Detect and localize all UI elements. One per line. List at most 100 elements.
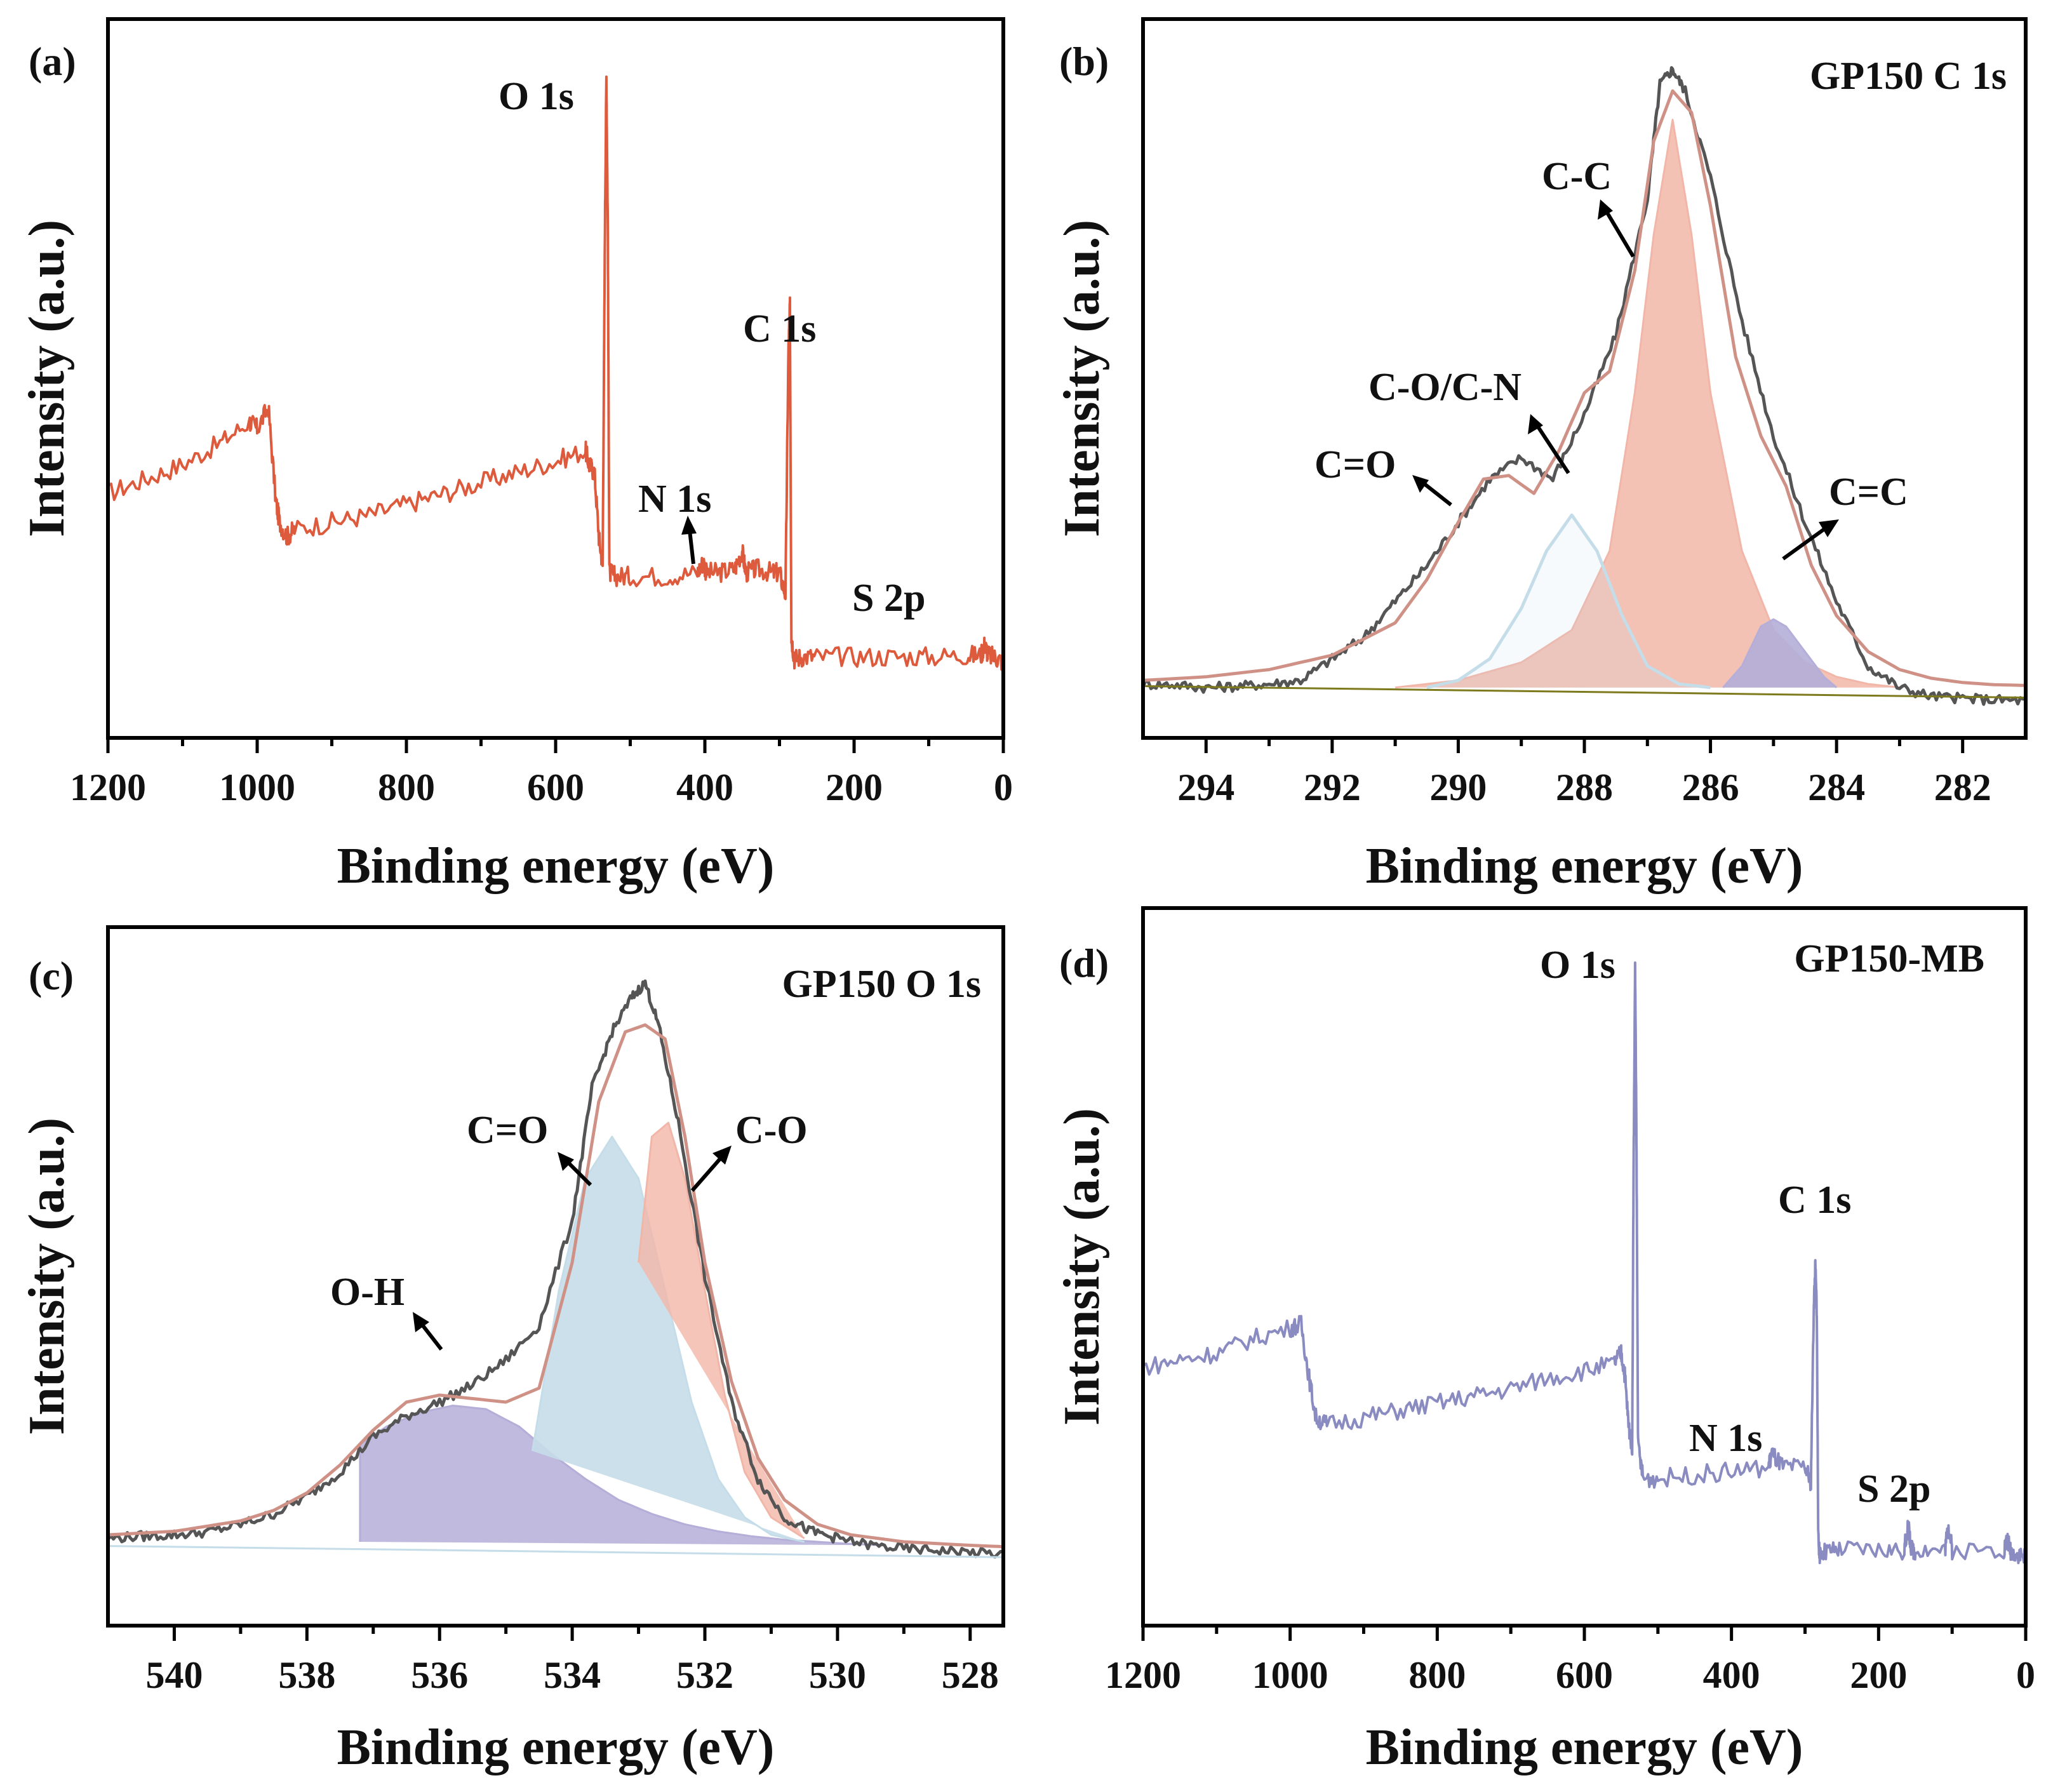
series-fill-c-o-component — [532, 1137, 805, 1542]
y-axis-title: Intensity (a.u.) — [19, 1118, 75, 1435]
x-tick-label: 200 — [826, 766, 883, 808]
plot-frame — [106, 925, 1005, 1628]
x-tick-label: 290 — [1429, 766, 1487, 808]
annotation-n1s: N 1s — [1689, 1417, 1762, 1460]
arrow-cc — [1603, 208, 1635, 258]
annotation-o-h: O-H — [330, 1271, 405, 1314]
arrow-c-double-o — [1420, 479, 1452, 507]
arrowhead-c-o — [712, 1146, 732, 1165]
x-axis-title: Binding energy (eV) — [337, 838, 775, 894]
arrowhead-o-h — [413, 1312, 429, 1332]
panel-title: GP150 C 1s — [1810, 55, 2007, 98]
panel-label: (c) — [29, 953, 74, 998]
panel-d: (d) 1200 1000 800 600 400 200 0 Binding energy… — [1054, 906, 2035, 1775]
series-line-survey — [108, 75, 1003, 671]
x-tick-label: 284 — [1808, 766, 1865, 808]
panel-b: (b) 294 292 290 288 286 284 282 Binding energy… — [1054, 17, 2028, 894]
x-tick-label: 536 — [411, 1654, 468, 1696]
series-line-c-o-c-n-component — [1426, 513, 1711, 690]
series-line-survey — [1143, 961, 2026, 1565]
series-line-fit-envelope — [108, 1023, 1003, 1549]
x-tick-label: 534 — [544, 1654, 601, 1696]
x-tick-label: 286 — [1682, 766, 1739, 808]
arrowhead-c-double-o — [558, 1152, 574, 1171]
annotation-n1s: N 1s — [638, 478, 711, 521]
x-tick-label: 282 — [1934, 766, 1991, 808]
annotation-o1s: O 1s — [1540, 944, 1615, 987]
annotation-c-double-o: C=O — [1314, 443, 1396, 486]
annotation-s2p: S 2p — [1857, 1468, 1930, 1511]
annotation-cc: C-C — [1542, 155, 1612, 198]
arrow-co-cn — [1534, 422, 1570, 474]
x-axis-title: Binding energy (eV) — [1366, 838, 1803, 894]
panel-title: GP150 O 1s — [782, 963, 981, 1006]
series-line-fit-envelope — [1143, 89, 2026, 687]
series-fill-c-c-component — [1395, 119, 1900, 688]
x-tick-label: 600 — [1556, 1654, 1613, 1696]
series-fill-c-c-component — [1723, 619, 1837, 688]
series-fill-c-o-c-n-component — [1426, 515, 1711, 688]
x-tick-label: 600 — [527, 766, 584, 808]
annotation-c-double-c: C=C — [1829, 471, 1908, 514]
arrow-c-double-c — [1782, 524, 1830, 561]
y-axis-title: Intensity (a.u.) — [1054, 220, 1110, 537]
x-tick-label: 288 — [1556, 766, 1613, 808]
annotation-o1s: O 1s — [498, 75, 574, 118]
arrowhead-cc — [1598, 199, 1613, 220]
arrowhead-co-cn — [1528, 414, 1543, 434]
x-tick-label: 1200 — [70, 766, 146, 808]
x-tick-label: 1200 — [1105, 1654, 1181, 1696]
arrowhead-c-double-o — [1412, 475, 1429, 493]
y-axis-title: Intensity (a.u.) — [1054, 1108, 1110, 1426]
x-tick-label: 540 — [145, 1654, 203, 1696]
baseline — [107, 1545, 1004, 1558]
x-tick-label: 538 — [278, 1654, 335, 1696]
tick-layer: 294 292 290 288 286 284 282 — [1177, 738, 1991, 808]
series-line-c-o-component — [638, 1121, 805, 1539]
panel-label: (a) — [29, 39, 76, 84]
x-axis-title: Binding energy (eV) — [337, 1720, 775, 1775]
annotation-c-o: C-O — [735, 1109, 808, 1152]
panel-c: (c) 540 538 536 534 532 530 528 Binding energy… — [19, 925, 1005, 1775]
x-tick-label: 292 — [1304, 766, 1361, 808]
panel-label: (b) — [1059, 39, 1109, 84]
tick-layer: 540 538 536 534 532 530 528 — [145, 1626, 999, 1696]
arrowhead-n1s — [681, 516, 697, 535]
annotation-c1s: C 1s — [1778, 1179, 1851, 1222]
x-tick-label: 294 — [1177, 766, 1234, 808]
tick-layer: 1200 1000 800 600 400 200 0 — [1105, 1626, 2035, 1696]
x-tick-label: 1000 — [1252, 1654, 1328, 1696]
annotation-c1s: C 1s — [743, 307, 816, 351]
arrowhead-c-double-c — [1819, 519, 1839, 537]
x-tick-label: 800 — [1408, 1654, 1466, 1696]
tick-layer: 1200 1000 800 600 400 200 0 — [70, 738, 1013, 808]
series-layer — [1143, 961, 2026, 1565]
series-line-c-c-component — [1722, 618, 1838, 688]
x-tick-label: 0 — [994, 766, 1013, 808]
x-tick-label: 0 — [2016, 1654, 2035, 1696]
series-line-c-c-component — [1394, 119, 1900, 689]
x-tick-label: 200 — [1850, 1654, 1907, 1696]
x-axis-title: Binding energy (eV) — [1366, 1720, 1803, 1775]
series-fill-o-h-component — [359, 1405, 884, 1546]
x-tick-label: 530 — [809, 1654, 866, 1696]
annotation-c-double-o: C=O — [467, 1109, 548, 1152]
panel-title: GP150-MB — [1794, 937, 1984, 980]
y-axis-title: Intensity (a.u.) — [19, 220, 75, 537]
panel-label: (d) — [1059, 940, 1109, 986]
arrow-c-o — [690, 1153, 726, 1192]
panel-a: (a) 1200 1000 800 600 400 200 0 Binding energy… — [19, 17, 1013, 894]
series-line-raw-data — [108, 979, 1003, 1559]
annotation-s2p: S 2p — [852, 577, 925, 620]
series-layer — [107, 979, 1004, 1559]
baseline — [1142, 685, 2026, 699]
x-tick-label: 1000 — [219, 766, 295, 808]
series-line-raw-data — [1143, 66, 2026, 706]
x-tick-label: 532 — [676, 1654, 733, 1696]
series-layer — [108, 75, 1003, 671]
annotation-co-cn: C-O/C-N — [1368, 366, 1521, 409]
series-fill-c-o-component — [638, 1123, 805, 1539]
